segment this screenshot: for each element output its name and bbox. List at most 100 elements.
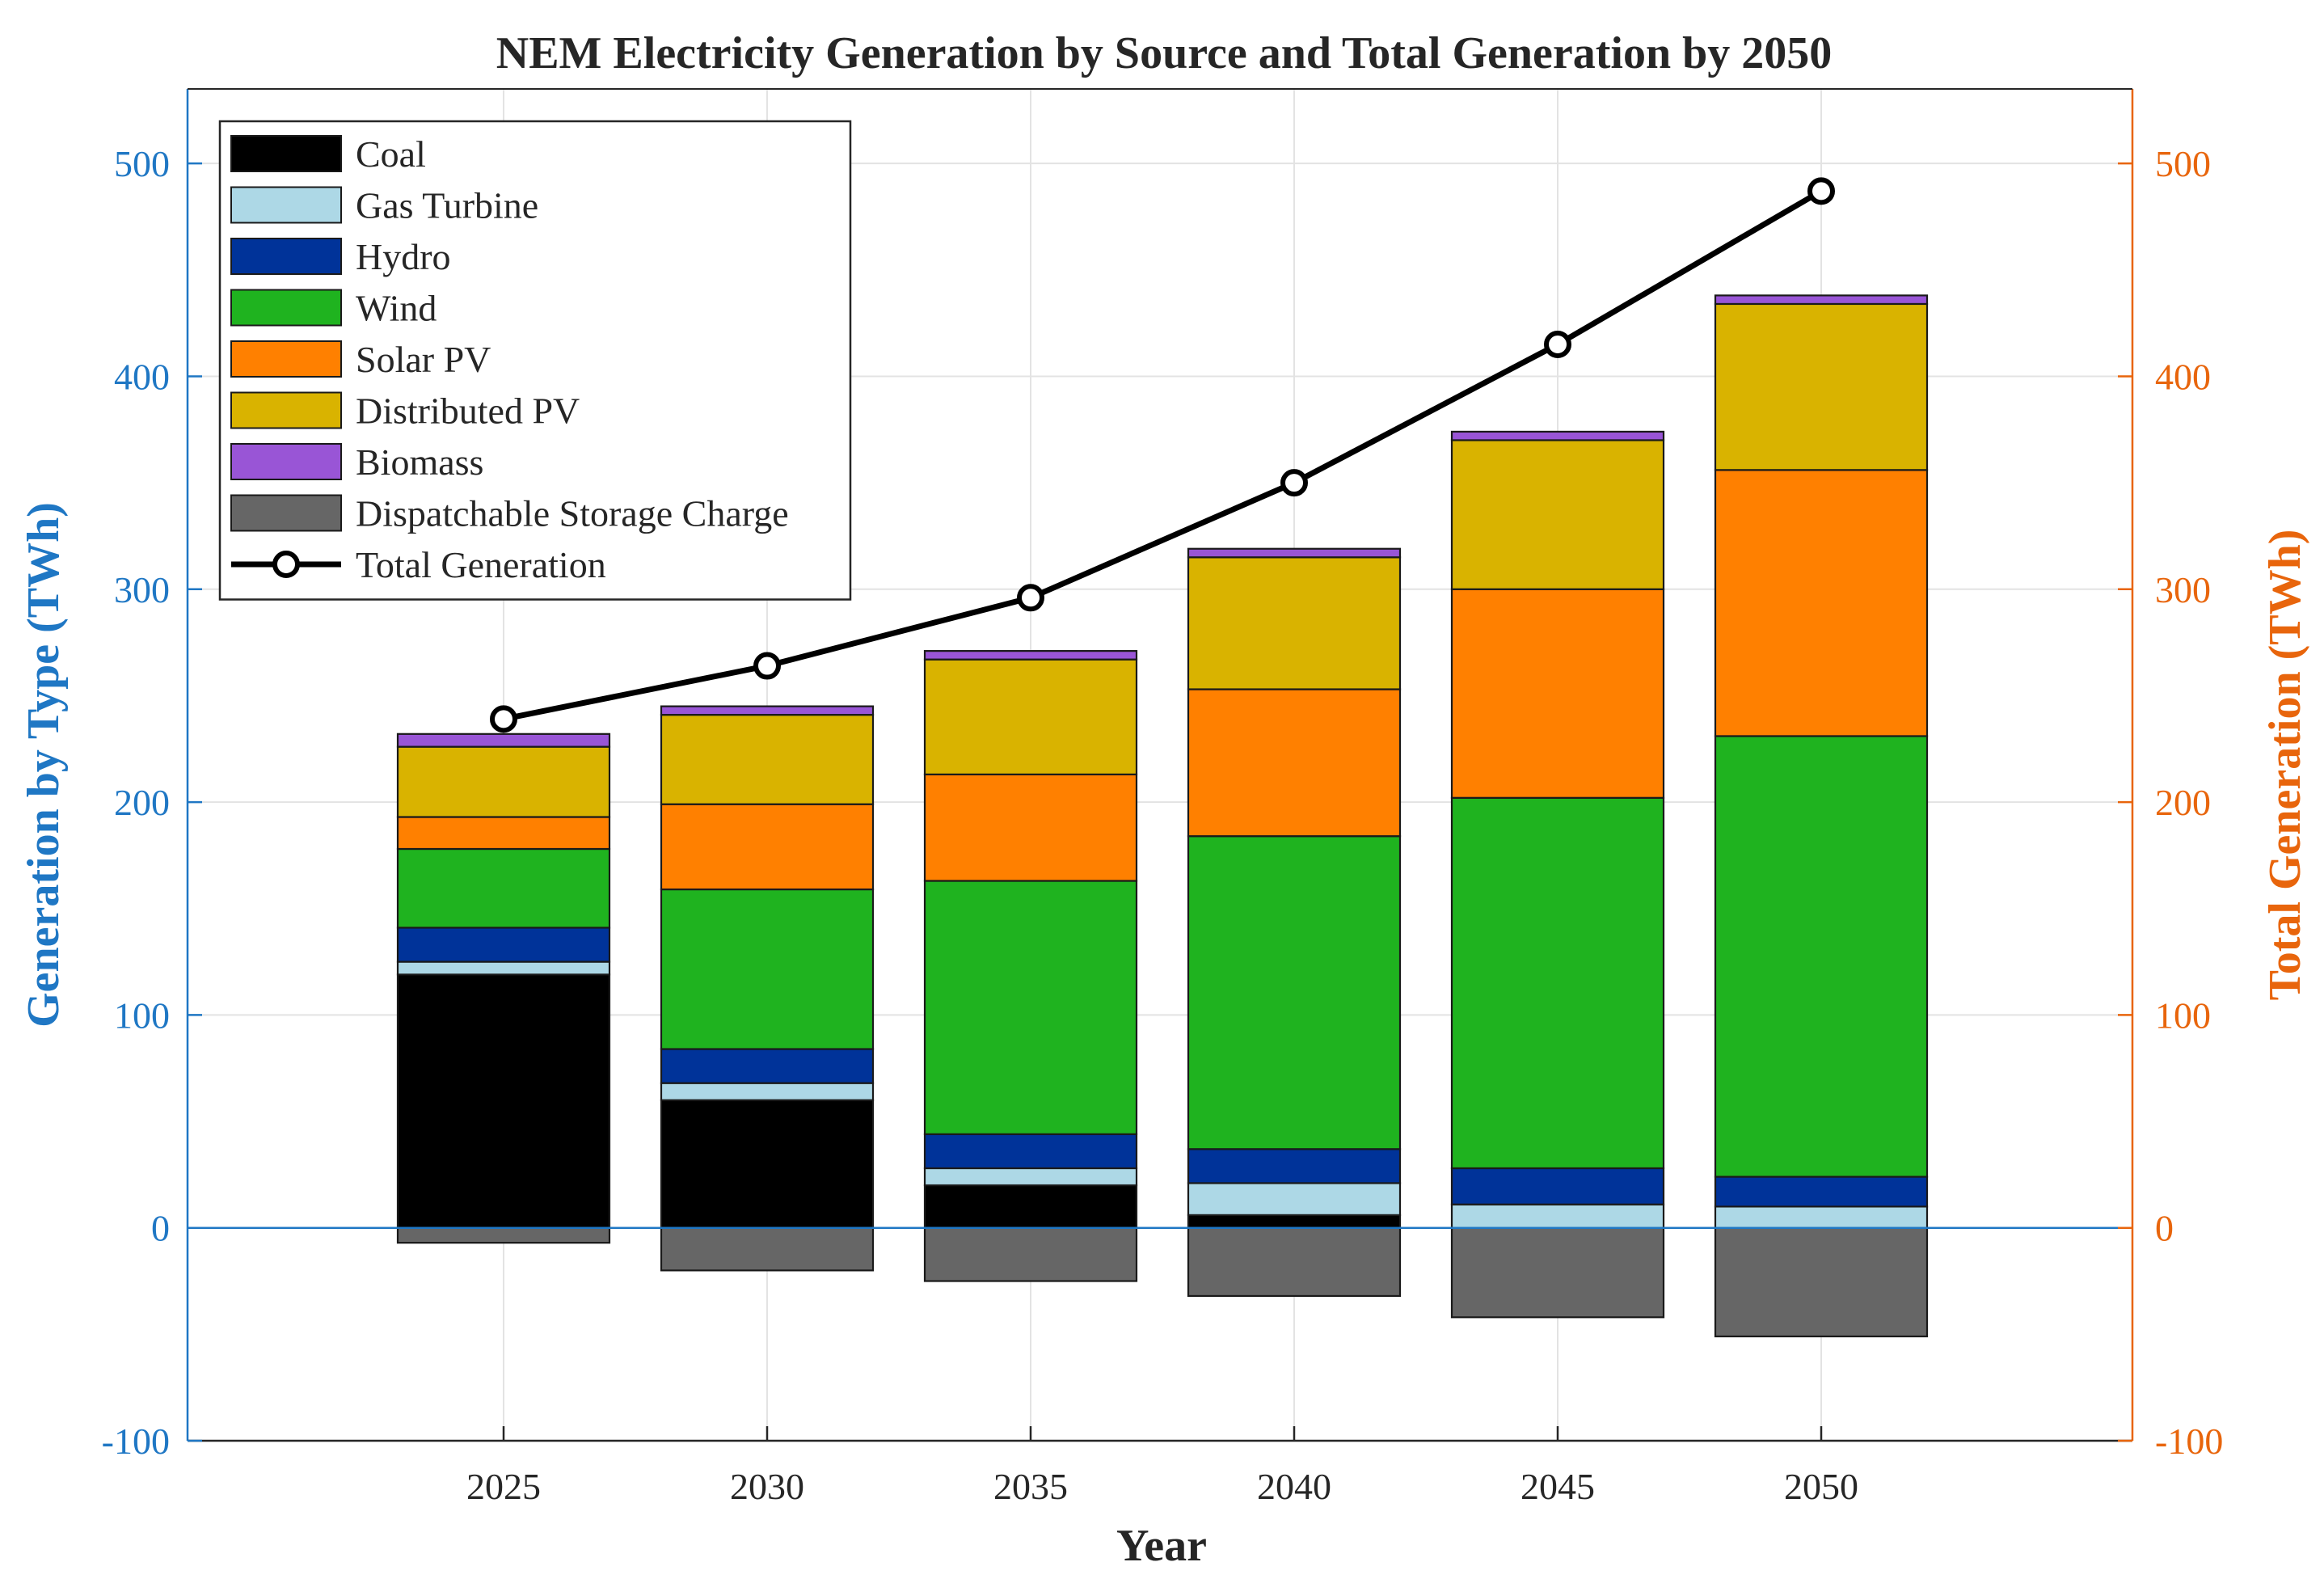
legend-label: Gas Turbine [356,185,538,226]
legend: Coal Gas Turbine Hydro Wind Solar PV Distribu… [218,120,852,601]
bar-segment [923,1226,1138,1282]
x-axis-label: Year [1116,1521,1207,1571]
bar-segment [1187,547,1402,559]
bar-segment [1714,1226,1929,1338]
y-tick-label: 100 [114,994,170,1036]
bar-segment [1714,735,1929,1178]
bar-segment [1450,796,1665,1170]
bar-segment [660,714,875,805]
bar-segment [1714,294,1929,306]
y-tick-label: -100 [102,1421,170,1462]
bar-segment [396,960,611,976]
legend-label: Total Generation [356,544,606,585]
bar-segment [923,650,1138,661]
bar-segment [923,1167,1138,1187]
total-generation-marker [1544,330,1571,358]
bar-segment [396,973,611,1229]
bar-segment [923,658,1138,775]
bar-segment [396,1226,611,1244]
total-generation-marker [1807,177,1835,205]
bar-segment [660,705,875,716]
legend-swatch [230,289,342,327]
total-generation-marker [1017,584,1044,612]
bar-segment [1714,1176,1929,1208]
y-right-tick-label: -100 [2155,1421,2223,1462]
bar-segment [396,927,611,963]
bar-segment [923,1133,1138,1170]
total-generation-marker [753,652,781,680]
bar-segment [1714,469,1929,737]
y-tick-label: 400 [114,356,170,397]
x-tick-label: 2045 [1521,1466,1595,1507]
bar-segment [1187,688,1402,838]
bar-segment [1450,1203,1665,1229]
total-generation-line [503,188,1823,722]
bar-segment [1714,1205,1929,1229]
bar-segment [660,803,875,891]
x-tick-label: 2035 [993,1466,1068,1507]
total-generation-marker [490,705,517,733]
legend-swatch [230,391,342,429]
bar-segment [1450,1167,1665,1205]
bar-segment [1187,556,1402,690]
bar-segment [1450,439,1665,590]
y-tick-label: 200 [114,782,170,823]
bar-segment [660,1082,875,1101]
total-line-layer [490,177,1835,733]
bar-segment [396,847,611,929]
legend-swatch [230,135,342,172]
y-right-tick-label: 300 [2155,569,2211,610]
bar-segment [1450,588,1665,799]
legend-label: Coal [356,133,426,175]
bar-segment [1450,430,1665,441]
y-tick-label: 500 [114,143,170,184]
y-axis-label: Generation by Type (TWh) [19,502,69,1028]
bar-segment [660,1099,875,1229]
tick-labels: -100 0 100 200 300 400 500 -100 0 100 200 300 400 500… [102,143,2224,1507]
bars-layer [396,294,1929,1338]
y-right-tick-label: 100 [2155,994,2211,1036]
bar-segment [1714,302,1929,471]
legend-label: Distributed PV [356,391,580,432]
legend-swatch [230,238,342,275]
legend-swatch [230,186,342,224]
bar-segment [1187,1182,1402,1216]
legend-label: Biomass [356,441,483,483]
bar-segment [1187,1148,1402,1184]
bar-segment [396,733,611,748]
y-right-tick-label: 200 [2155,782,2211,823]
total-generation-marker [1280,469,1308,497]
x-tick-label: 2040 [1257,1466,1331,1507]
bar-segment [1187,1214,1402,1229]
bar-segment [1187,835,1402,1150]
legend-label: Wind [356,288,437,329]
bar-segment [923,880,1138,1135]
bar-segment [396,745,611,818]
bar-segment [1450,1226,1665,1319]
legend-label: Solar PV [356,339,491,380]
y-right-tick-label: 400 [2155,356,2211,397]
y-tick-label: 300 [114,569,170,610]
legend-marker [272,551,300,578]
bar-segment [923,1184,1138,1229]
legend-swatch [230,443,342,480]
legend-swatch [230,494,342,532]
bar-segment [660,1048,875,1084]
bar-segment [660,888,875,1050]
bar-segment [1187,1226,1402,1298]
y-axis-label-right: Total Generation (TWh) [2260,530,2310,1001]
bar-segment [396,816,611,851]
x-tick-label: 2050 [1784,1466,1858,1507]
chart-title: NEM Electricity Generation by Source and… [496,28,1832,78]
bar-segment [660,1226,875,1272]
x-tick-label: 2025 [466,1466,541,1507]
legend-label: Dispatchable Storage Charge [356,493,789,534]
axes [186,88,2134,1442]
legend-swatch [230,340,342,378]
x-tick-label: 2030 [730,1466,804,1507]
legend-label: Hydro [356,236,451,277]
y-right-tick-label: 500 [2155,143,2211,184]
y-tick-label: 0 [151,1208,170,1249]
bar-segment [923,773,1138,882]
